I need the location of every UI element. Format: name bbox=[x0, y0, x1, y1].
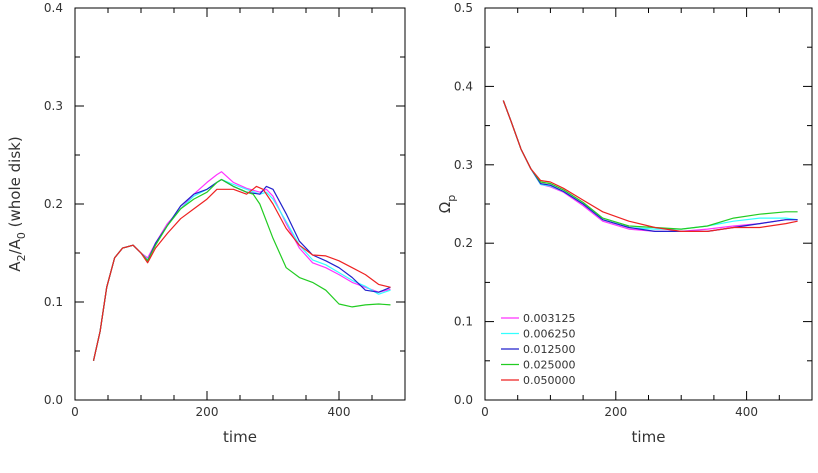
series-line-3 bbox=[502, 100, 798, 230]
y-axis-label-subscript: 0 bbox=[15, 232, 28, 239]
y-tick-label: 0.2 bbox=[44, 197, 63, 211]
legend-entry-label: 0.012500 bbox=[523, 343, 576, 356]
y-axis-label-part: A bbox=[6, 261, 24, 272]
y-tick-label: 0.4 bbox=[44, 1, 63, 15]
series-line-2 bbox=[502, 100, 798, 232]
y-tick-label: 0.3 bbox=[44, 99, 63, 113]
x-tick-label: 200 bbox=[196, 405, 219, 419]
series-line-4 bbox=[92, 185, 391, 361]
y-tick-label: 0.1 bbox=[44, 295, 63, 309]
y-axis-label-subscript: 2 bbox=[15, 254, 28, 261]
series-line-1 bbox=[92, 178, 391, 361]
y-tick-label: 0.1 bbox=[454, 315, 473, 329]
legend-entry-label: 0.025000 bbox=[523, 359, 576, 372]
y-tick-label: 0.0 bbox=[454, 393, 473, 407]
x-tick-label: 0 bbox=[71, 405, 79, 419]
y-axis-label-subscript: p bbox=[445, 195, 458, 202]
series-line-3 bbox=[92, 178, 391, 361]
x-axis-label: time bbox=[632, 428, 666, 446]
series-line-0 bbox=[92, 171, 391, 361]
x-axis-label: time bbox=[223, 428, 257, 446]
series-line-1 bbox=[502, 100, 798, 230]
series-line-0 bbox=[502, 100, 798, 232]
x-tick-label: 0 bbox=[481, 405, 489, 419]
series-line-4 bbox=[502, 100, 798, 232]
y-tick-label: 0.0 bbox=[44, 393, 63, 407]
plot-frame bbox=[74, 7, 406, 401]
y-axis-label-part: (whole disk) bbox=[6, 136, 24, 232]
legend-entry-label: 0.003125 bbox=[523, 312, 576, 325]
x-tick-label: 400 bbox=[735, 405, 758, 419]
series-line-2 bbox=[92, 178, 391, 361]
y-axis-label-part: /A bbox=[6, 238, 24, 254]
plot-frame bbox=[484, 7, 813, 401]
legend-entry-label: 0.050000 bbox=[523, 374, 576, 387]
y-tick-label: 0.3 bbox=[454, 158, 473, 172]
y-tick-label: 0.2 bbox=[454, 236, 473, 250]
legend-entry-label: 0.006250 bbox=[523, 328, 576, 341]
y-axis-label-part: Ω bbox=[436, 202, 454, 213]
x-tick-label: 400 bbox=[328, 405, 351, 419]
x-tick-label: 200 bbox=[604, 405, 627, 419]
right-panel-pattern-speed: 0 200 400 0.0 0.1 0.2 0.3 0.4 0.5 time Ωp 0.003125 0… bbox=[436, 1, 813, 446]
y-tick-label: 0.5 bbox=[454, 1, 473, 15]
y-tick-label: 0.4 bbox=[454, 79, 473, 93]
y-axis-label: A2/A0 (whole disk) bbox=[6, 136, 28, 271]
y-axis-label: Ωp bbox=[436, 195, 458, 213]
